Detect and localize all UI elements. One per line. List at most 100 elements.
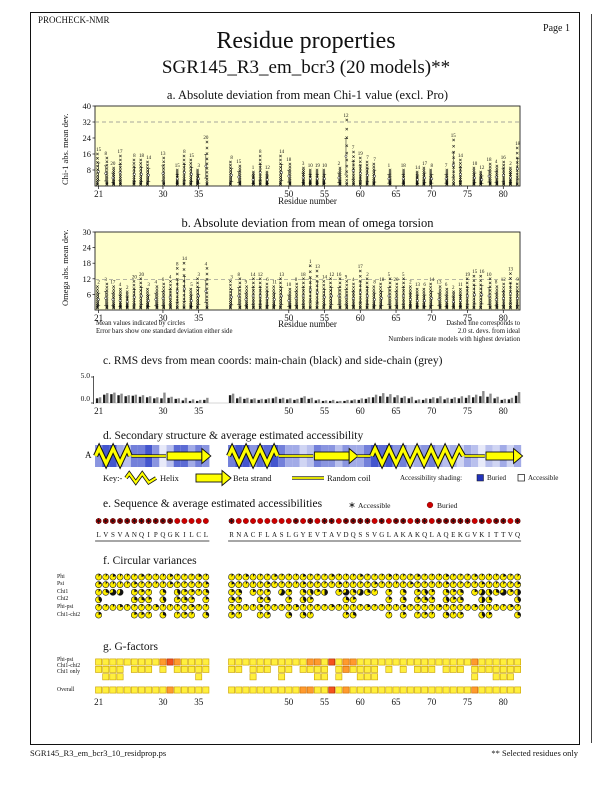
svg-text:3: 3 — [197, 273, 200, 278]
svg-text:S: S — [280, 531, 284, 539]
svg-text:35: 35 — [194, 313, 204, 323]
svg-text:8: 8 — [373, 281, 376, 286]
svg-text:15: 15 — [236, 160, 242, 165]
svg-text:A: A — [329, 531, 334, 539]
svg-text:8: 8 — [230, 156, 233, 161]
chi1-cluster: 15 — [451, 134, 456, 186]
omega-cluster: 9 — [344, 275, 349, 310]
svg-text:G: G — [379, 531, 384, 539]
svg-text:18: 18 — [286, 158, 292, 163]
chi1-cluster: 15 — [175, 164, 180, 186]
svg-text:8: 8 — [259, 150, 262, 155]
svg-text:24: 24 — [83, 243, 92, 253]
svg-text:80: 80 — [499, 697, 509, 707]
svg-text:60: 60 — [356, 189, 366, 199]
svg-text:Y: Y — [301, 531, 306, 539]
svg-text:L: L — [96, 531, 100, 539]
chi1-cluster: 2 — [337, 162, 342, 186]
svg-text:N: N — [236, 531, 241, 539]
svg-text:80: 80 — [499, 406, 509, 416]
chi1-cluster: 14 — [415, 166, 420, 186]
svg-text:E: E — [308, 531, 312, 539]
svg-text:D: D — [343, 531, 348, 539]
svg-text:32: 32 — [83, 117, 92, 127]
svg-text:24: 24 — [83, 133, 92, 143]
chi1-cluster: 17 — [118, 150, 123, 186]
svg-text:16: 16 — [479, 270, 485, 275]
gf-row-label: Chi1-chi2 — [57, 663, 81, 669]
svg-text:5: 5 — [402, 273, 405, 278]
omega-cluster: 12 — [258, 273, 264, 310]
omega-cluster: 3 — [196, 273, 200, 310]
omega-cluster: 9 — [244, 281, 249, 310]
chi1-cluster: 10 — [472, 162, 478, 186]
svg-text:A: A — [243, 531, 248, 539]
omega-cluster: 12 — [329, 273, 335, 310]
svg-text:7: 7 — [366, 156, 369, 161]
omega-cluster: 20 — [132, 275, 137, 310]
svg-text:8: 8 — [237, 273, 240, 278]
omega-cluster: 5 — [401, 273, 405, 310]
omega-cluster: 20 — [394, 278, 400, 310]
svg-text:12: 12 — [265, 166, 271, 171]
svg-text:8: 8 — [495, 281, 498, 286]
chi1-cluster: 18 — [401, 164, 406, 186]
secondary-structure-strip — [93, 442, 524, 487]
svg-text:18: 18 — [83, 258, 92, 268]
svg-text:55: 55 — [320, 697, 330, 707]
svg-text:P: P — [154, 531, 158, 539]
chi1-cluster: 3 — [301, 162, 305, 186]
svg-text:4: 4 — [205, 262, 208, 267]
svg-text:10: 10 — [486, 273, 492, 278]
omega-cluster: 13 — [415, 283, 421, 310]
omega-cluster: 4 — [204, 262, 209, 310]
panel-b-xlabel: Residue number — [278, 319, 337, 329]
svg-text:15: 15 — [472, 270, 478, 275]
svg-text:20: 20 — [394, 278, 400, 283]
svg-text:A: A — [272, 531, 277, 539]
omega-cluster: 4 — [118, 283, 122, 310]
svg-text:1: 1 — [388, 164, 391, 169]
annotation-error-bars: Error bars show one standard deviation e… — [96, 328, 233, 335]
svg-text:13: 13 — [415, 283, 421, 288]
chi1-cluster: 12 — [265, 166, 271, 186]
svg-text:60: 60 — [356, 313, 366, 323]
svg-text:K: K — [458, 531, 463, 539]
omega-cluster: 3 — [104, 278, 109, 310]
chi1-cluster: 8 — [429, 164, 434, 186]
chi1-cluster: 15 — [189, 154, 195, 186]
svg-text:G: G — [293, 531, 298, 539]
svg-text:12: 12 — [258, 273, 264, 278]
key-accessible-label: Accessible — [528, 474, 559, 482]
annotation-model-numbers: Numbers indicate models with highest dev… — [388, 336, 520, 343]
svg-text:2: 2 — [366, 273, 369, 278]
g-factor-overall-label: Overall — [57, 687, 75, 693]
svg-text:75: 75 — [463, 189, 473, 199]
svg-text:A: A — [125, 531, 130, 539]
svg-text:30: 30 — [158, 697, 168, 707]
omega-cluster: 12 — [501, 278, 507, 310]
omega-cluster: 13 — [315, 265, 320, 310]
svg-text:65: 65 — [392, 313, 402, 323]
omega-cluster: 18 — [301, 273, 306, 310]
chi1-cluster: 4 — [494, 160, 499, 186]
svg-text:55: 55 — [320, 406, 330, 416]
svg-text:20: 20 — [110, 162, 116, 167]
omega-cluster: 8 — [237, 273, 242, 310]
svg-text:12: 12 — [501, 278, 507, 283]
omega-cluster: 6 — [161, 278, 166, 310]
svg-text:8: 8 — [133, 154, 136, 159]
circular-variance-grid — [95, 573, 521, 619]
omega-cluster: 15 — [472, 270, 478, 310]
panel-c-ytick-max: 5.0 — [80, 371, 90, 380]
svg-text:A: A — [436, 531, 441, 539]
chi1-cluster: 10 — [308, 164, 313, 186]
svg-text:13: 13 — [279, 273, 285, 278]
chi1-cluster: 20 — [110, 162, 116, 186]
svg-text:S: S — [365, 531, 369, 539]
svg-text:14: 14 — [251, 273, 257, 278]
svg-text:80: 80 — [499, 313, 509, 323]
